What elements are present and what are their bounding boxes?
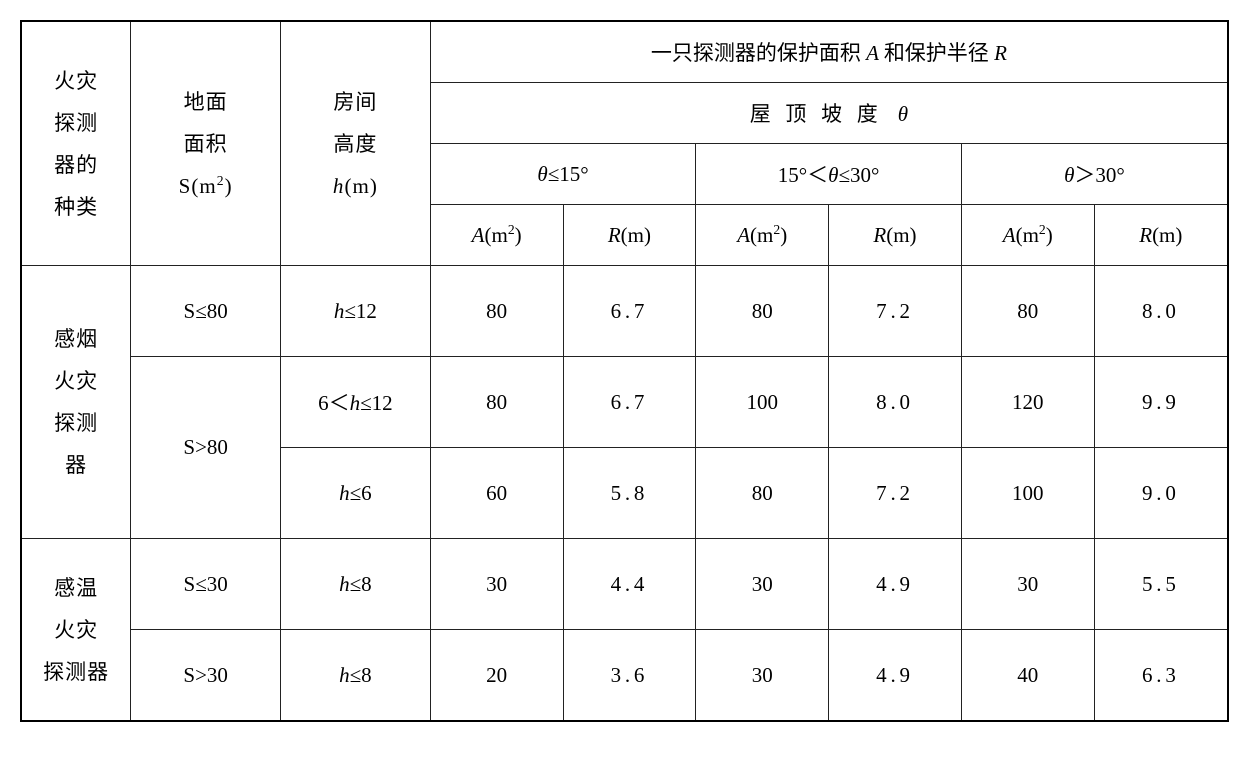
cell-A: 30 [961, 539, 1094, 630]
cell-h: h≤12 [281, 266, 431, 357]
hdr-roof-slope: 屋顶坡度 θ [430, 83, 1228, 144]
hdr-floor-area: 地面面积S(m2) [131, 21, 281, 266]
cell-S: S≤80 [131, 266, 281, 357]
hdr-room-height: 房间高度h(m) [281, 21, 431, 266]
cell-R: 8.0 [829, 357, 962, 448]
row-label-smoke: 感烟火灾探测器 [21, 266, 131, 539]
cell-A: 20 [430, 630, 563, 722]
cell-R: 4.4 [563, 539, 696, 630]
hdr-protection-top: 一只探测器的保护面积 A 和保护半径 R [430, 21, 1228, 83]
cell-A: 100 [696, 357, 829, 448]
cell-A: 30 [696, 539, 829, 630]
cell-A: 40 [961, 630, 1094, 722]
cell-A: 80 [696, 266, 829, 357]
hdr-A3: A(m2) [961, 205, 1094, 266]
cell-R: 6.7 [563, 357, 696, 448]
cell-A: 100 [961, 448, 1094, 539]
cell-S: S>80 [131, 357, 281, 539]
cell-A: 120 [961, 357, 1094, 448]
hdr-detector-type: 火灾探测器的种类 [21, 21, 131, 266]
cell-R: 5.5 [1094, 539, 1228, 630]
hdr-R3: R(m) [1094, 205, 1228, 266]
cell-R: 9.0 [1094, 448, 1228, 539]
cell-R: 4.9 [829, 539, 962, 630]
hdr-A1: A(m2) [430, 205, 563, 266]
cell-h: h≤8 [281, 630, 431, 722]
cell-R: 6.3 [1094, 630, 1228, 722]
hdr-R1: R(m) [563, 205, 696, 266]
cell-R: 3.6 [563, 630, 696, 722]
hdr-slope-3: θ＞30° [961, 144, 1228, 205]
hdr-slope-2: 15°＜θ≤30° [696, 144, 962, 205]
cell-S: S≤30 [131, 539, 281, 630]
cell-R: 6.7 [563, 266, 696, 357]
cell-R: 9.9 [1094, 357, 1228, 448]
row-label-temp: 感温火灾探测器 [21, 539, 131, 722]
cell-R: 4.9 [829, 630, 962, 722]
cell-R: 7.2 [829, 266, 962, 357]
cell-A: 80 [430, 357, 563, 448]
hdr-R2: R(m) [829, 205, 962, 266]
hdr-A2: A(m2) [696, 205, 829, 266]
cell-A: 80 [696, 448, 829, 539]
hdr-slope-1: θ≤15° [430, 144, 696, 205]
cell-R: 8.0 [1094, 266, 1228, 357]
detector-spec-table: 火灾探测器的种类 地面面积S(m2) 房间高度h(m) 一只探测器的保护面积 A… [20, 20, 1229, 722]
cell-A: 60 [430, 448, 563, 539]
cell-A: 80 [430, 266, 563, 357]
cell-A: 80 [961, 266, 1094, 357]
cell-A: 30 [696, 630, 829, 722]
cell-R: 7.2 [829, 448, 962, 539]
cell-h: h≤8 [281, 539, 431, 630]
cell-h: 6＜h≤12 [281, 357, 431, 448]
cell-S: S>30 [131, 630, 281, 722]
cell-A: 30 [430, 539, 563, 630]
cell-R: 5.8 [563, 448, 696, 539]
cell-h: h≤6 [281, 448, 431, 539]
